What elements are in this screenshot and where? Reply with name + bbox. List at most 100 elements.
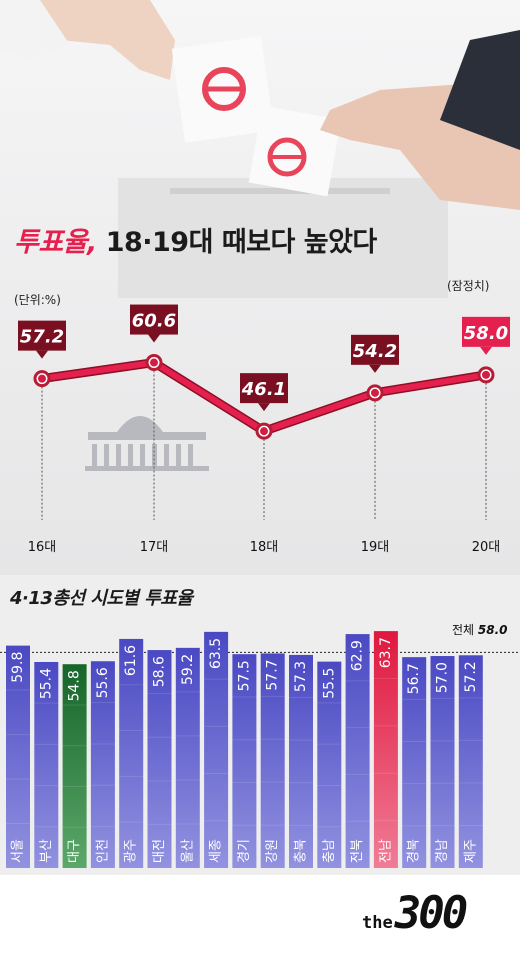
bar-category-label: 경남 bbox=[435, 839, 450, 863]
bar-category-label: 충남 bbox=[322, 839, 337, 863]
bar-value-label: 56.7 bbox=[406, 663, 422, 694]
bar-category-label: 세종 bbox=[209, 839, 224, 863]
headline-accent: 투표율, bbox=[14, 227, 97, 258]
data-label-pointer bbox=[36, 350, 48, 359]
bar bbox=[62, 664, 87, 868]
x-tick-label: 20대 bbox=[472, 540, 501, 555]
vote-stamp-icon bbox=[267, 137, 307, 177]
data-label: 46.1 bbox=[241, 379, 286, 400]
data-label-pointer bbox=[148, 334, 160, 343]
data-label: 57.2 bbox=[20, 327, 64, 348]
data-label-pointer bbox=[258, 403, 270, 412]
data-label-box bbox=[18, 320, 66, 351]
bar-value-label: 57.3 bbox=[293, 661, 309, 692]
bar-category-label: 충북 bbox=[294, 839, 309, 863]
bar-value-label: 57.5 bbox=[236, 660, 252, 691]
bar bbox=[289, 654, 313, 868]
bar-category-label: 서울 bbox=[11, 839, 26, 863]
data-label-box bbox=[240, 373, 288, 404]
bar-category-label: 경북 bbox=[407, 839, 422, 863]
bar bbox=[458, 655, 483, 868]
bar-value-label: 63.7 bbox=[378, 637, 394, 668]
bar bbox=[345, 634, 370, 868]
bar bbox=[6, 645, 30, 868]
bar bbox=[402, 657, 427, 868]
bar-value-label: 58.6 bbox=[152, 656, 168, 687]
ballot-box-slot bbox=[170, 188, 390, 194]
bar-value-label: 62.9 bbox=[350, 640, 366, 671]
data-label-box bbox=[130, 304, 178, 335]
bar-value-label: 59.8 bbox=[10, 652, 26, 683]
x-tick-label: 17대 bbox=[140, 540, 169, 555]
x-tick-label: 16대 bbox=[28, 540, 57, 555]
bar-value-label: 57.0 bbox=[435, 662, 451, 693]
data-label-pointer bbox=[480, 346, 492, 355]
logo-the: the bbox=[362, 913, 393, 933]
bar-category-label: 부산 bbox=[39, 839, 54, 863]
bar bbox=[204, 631, 229, 868]
bar-value-label: 55.5 bbox=[321, 668, 337, 699]
ballot-paper-right bbox=[248, 105, 341, 197]
bar-value-label: 55.4 bbox=[38, 668, 54, 699]
bar bbox=[317, 661, 342, 868]
data-point-inner bbox=[371, 388, 379, 397]
bar bbox=[175, 647, 200, 868]
bar-category-label: 광주 bbox=[124, 839, 139, 863]
total-turnout-label: 전체 58.0 bbox=[452, 621, 508, 638]
bar bbox=[147, 650, 172, 868]
bar bbox=[373, 631, 398, 868]
bar-category-label: 대구 bbox=[67, 839, 82, 863]
total-label-value: 58.0 bbox=[477, 623, 508, 637]
bar bbox=[119, 638, 144, 868]
data-label: 60.6 bbox=[132, 311, 176, 332]
bar-category-label: 대전 bbox=[152, 839, 167, 863]
left-hand bbox=[30, 0, 175, 80]
data-label-pointer bbox=[369, 364, 381, 373]
unit-label: (단위:%) bbox=[14, 293, 61, 307]
data-point-inner bbox=[150, 358, 158, 367]
headline-text: 18·19대 때보다 높았다 bbox=[105, 227, 378, 258]
headline: 투표율, 18·19대 때보다 높았다 bbox=[14, 220, 377, 259]
bar-category-label: 전북 bbox=[350, 839, 365, 863]
data-point-inner bbox=[260, 427, 268, 436]
vote-stamp-icon bbox=[202, 67, 246, 111]
footer-background bbox=[0, 875, 520, 964]
left-sleeve bbox=[0, 0, 70, 60]
data-label: 58.0 bbox=[464, 323, 508, 344]
bar-value-label: 55.6 bbox=[95, 667, 111, 698]
x-tick-label: 19대 bbox=[361, 540, 390, 555]
bar bbox=[90, 661, 115, 868]
bar-value-label: 63.5 bbox=[208, 638, 224, 669]
data-point-inner bbox=[482, 370, 490, 379]
bar-category-label: 경기 bbox=[237, 839, 252, 863]
sub-headline: 4·13총선 시도별 투표율 bbox=[10, 588, 193, 609]
data-label: 54.2 bbox=[353, 341, 397, 362]
data-point-inner bbox=[38, 374, 46, 383]
x-tick-label: 18대 bbox=[250, 540, 279, 555]
total-label-text: 전체 bbox=[452, 623, 475, 637]
bar-category-label: 제주 bbox=[463, 839, 478, 863]
preliminary-label: (잠정치) bbox=[447, 279, 490, 293]
ballot-box bbox=[118, 178, 448, 298]
bar-value-label: 61.6 bbox=[123, 645, 139, 676]
bar-category-label: 울산 bbox=[180, 839, 195, 863]
bar-value-label: 54.8 bbox=[67, 670, 83, 701]
bar bbox=[34, 661, 59, 868]
right-sleeve bbox=[440, 30, 520, 150]
bar-category-label: 전남 bbox=[378, 839, 393, 863]
the300-logo: the300 bbox=[362, 888, 469, 939]
bar-category-label: 인천 bbox=[95, 839, 110, 863]
bar-value-label: 57.2 bbox=[463, 661, 479, 692]
bar bbox=[232, 654, 257, 868]
bar bbox=[430, 656, 455, 868]
bar-value-label: 59.2 bbox=[180, 654, 196, 685]
bar-category-label: 강원 bbox=[265, 839, 280, 863]
logo-number: 300 bbox=[394, 888, 469, 939]
bar-value-label: 57.7 bbox=[265, 659, 281, 690]
bar bbox=[260, 653, 285, 868]
data-label-box bbox=[462, 316, 510, 347]
data-label-box bbox=[351, 334, 399, 365]
